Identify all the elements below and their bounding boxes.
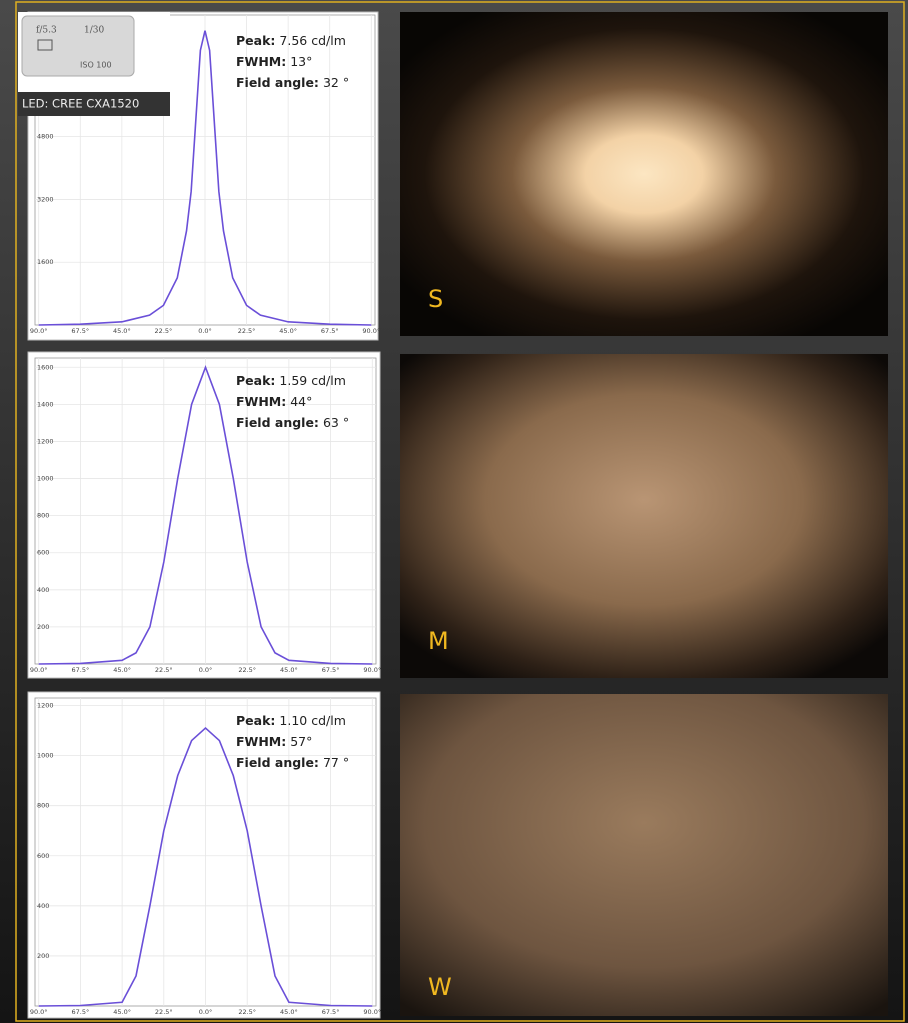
annotation-label: Field angle: xyxy=(236,75,319,90)
camera-panel xyxy=(21,15,135,77)
x-tick-label: 45.0° xyxy=(280,1008,298,1016)
x-tick-label: 45.0° xyxy=(113,327,131,335)
x-tick-label: 67.5° xyxy=(72,1008,90,1016)
y-tick-label: 400 xyxy=(37,586,49,594)
caption: LED: CREE CXA1520 xyxy=(22,97,139,111)
annotation: FWHM: 57° xyxy=(236,734,312,749)
annotation: Field angle: 77 ° xyxy=(236,755,349,770)
intensity-curve xyxy=(38,364,373,665)
photo-label: M xyxy=(428,627,449,655)
frame xyxy=(15,1,905,1022)
y-tick-label: 1200 xyxy=(37,702,54,710)
annotation-label: FWHM: xyxy=(236,54,286,69)
camera-shutter: 1/30 xyxy=(84,26,104,36)
x-tick-label: 90.0° xyxy=(30,327,48,335)
x-tick-label: 45.0° xyxy=(279,327,297,335)
x-tick-label: 67.5° xyxy=(71,327,89,335)
annotation-value: 13° xyxy=(290,54,312,69)
annotation-label: Peak: xyxy=(236,373,275,388)
x-tick-label: 22.5° xyxy=(155,327,173,335)
annotation: Field angle: 63 ° xyxy=(236,415,349,430)
annotation-value: 1.10 cd/lm xyxy=(279,713,345,728)
x-tick-label: 67.5° xyxy=(322,666,340,674)
x-tick-label: 90.0° xyxy=(363,1008,381,1016)
y-tick-label: 1000 xyxy=(37,752,54,760)
chart-panel xyxy=(27,351,381,679)
annotation-label: Peak: xyxy=(236,713,275,728)
annotation-label: FWHM: xyxy=(236,734,286,749)
x-tick-label: 22.5° xyxy=(238,666,256,674)
x-tick-label: 22.5° xyxy=(155,1008,173,1016)
chart: 90.0° 67.5° 45.0° 22.5° 0.0° 22.5° 45.0° 67.5° 9… xyxy=(27,351,381,679)
annotation-label: Field angle: xyxy=(236,755,319,770)
x-tick-label: 45.0° xyxy=(113,666,131,674)
annotation: FWHM: 44° xyxy=(236,394,312,409)
y-tick-label: 200 xyxy=(37,623,49,631)
x-tick-label: 22.5° xyxy=(155,666,173,674)
annotation-value: 32 ° xyxy=(323,75,349,90)
annotation: Peak: 1.59 cd/lm xyxy=(236,373,346,388)
annotation-value: 57° xyxy=(290,734,312,749)
annotation: Peak: 7.56 cd/lm xyxy=(236,33,346,48)
x-tick-label: 0.0° xyxy=(199,666,213,674)
photo-label: S xyxy=(428,285,443,313)
x-tick-label: 90.0° xyxy=(363,666,381,674)
y-tick-label: 400 xyxy=(37,902,49,910)
x-tick-label: 22.5° xyxy=(238,1008,256,1016)
y-tick-label: 4800 xyxy=(37,133,54,141)
annotation: FWHM: 13° xyxy=(236,54,312,69)
camera-icon xyxy=(37,39,53,51)
charts: 90.0° 67.5° 45.0° 22.5° 0.0° 22.5° 45.0° 67.5° 9… xyxy=(27,11,381,1019)
y-tick-label: 1600 xyxy=(37,258,54,266)
x-tick-label: 45.0° xyxy=(113,1008,131,1016)
annotation: Field angle: 32 ° xyxy=(236,75,349,90)
annotation-label: Field angle: xyxy=(236,415,319,430)
y-tick-label: 3200 xyxy=(37,195,54,203)
x-tick-label: 90.0° xyxy=(362,327,380,335)
y-tick-label: 1400 xyxy=(37,400,54,408)
annotation-label: FWHM: xyxy=(236,394,286,409)
y-tick-label: 600 xyxy=(37,549,49,557)
caption-bar xyxy=(18,92,170,116)
annotation-value: 7.56 cd/lm xyxy=(279,33,345,48)
intensity-curve xyxy=(38,30,372,326)
annotation-value: 1.59 cd/lm xyxy=(279,373,345,388)
overlay: f/5.3 1/30 ISO 100 LED: CREE CXA1520 xyxy=(18,12,170,116)
beam-photo xyxy=(400,12,888,336)
x-tick-label: 67.5° xyxy=(321,327,339,335)
annotation-value: 44° xyxy=(290,394,312,409)
annotation-value: 77 ° xyxy=(323,755,349,770)
y-tick-label: 800 xyxy=(37,512,49,520)
y-tick-label: 800 xyxy=(37,802,49,810)
camera-aperture: f/5.3 xyxy=(36,26,57,36)
y-tick-label: 1200 xyxy=(37,437,54,445)
annotation-label: Peak: xyxy=(236,33,275,48)
beam-photo xyxy=(400,694,888,1016)
annotation-value: 63 ° xyxy=(323,415,349,430)
x-tick-label: 90.0° xyxy=(30,1008,48,1016)
x-tick-label: 0.0° xyxy=(199,1008,213,1016)
y-tick-label: 200 xyxy=(37,952,49,960)
x-tick-label: 22.5° xyxy=(238,327,256,335)
y-tick-label: 1600 xyxy=(37,363,54,371)
y-tick-label: 1000 xyxy=(37,475,54,483)
y-tick-label: 600 xyxy=(37,852,49,860)
x-tick-label: 45.0° xyxy=(280,666,298,674)
x-tick-label: 90.0° xyxy=(30,666,48,674)
x-tick-label: 67.5° xyxy=(322,1008,340,1016)
x-tick-label: 0.0° xyxy=(198,327,212,335)
intensity-curve xyxy=(38,726,373,1007)
photo-label: W xyxy=(428,973,452,1001)
x-tick-label: 67.5° xyxy=(72,666,90,674)
chart: 90.0° 67.5° 45.0° 22.5° 0.0° 22.5° 45.0° 67.5° 9… xyxy=(27,691,381,1019)
annotation: Peak: 1.10 cd/lm xyxy=(236,713,346,728)
camera-iso: ISO 100 xyxy=(80,61,112,70)
beam-photo xyxy=(400,354,888,678)
chart-panel xyxy=(27,691,381,1019)
